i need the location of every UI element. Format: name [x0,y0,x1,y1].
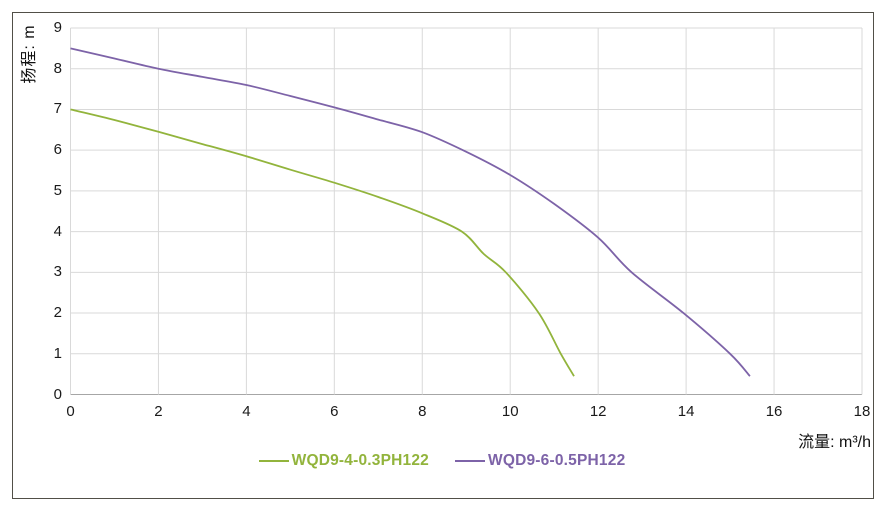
y-tick-label: 4 [53,222,62,240]
chart-frame [12,12,874,499]
series-line-2 [70,47,751,377]
x-tick-label: 18 [853,403,871,420]
y-tick-label: 6 [53,141,62,159]
x-tick-label: 12 [589,403,607,420]
x-tick-label: 8 [418,403,427,420]
y-tick-label: 7 [53,100,62,118]
x-tick-label: 4 [242,403,251,420]
x-tick-label: 16 [765,403,783,420]
y-tick-label: 9 [53,19,62,36]
y-tick-label: 3 [53,263,62,281]
legend: WQD9-4-0.3PH122 WQD9-6-0.5PH122 [0,452,884,470]
x-tick-label: 6 [330,403,339,420]
y-tick-label: 2 [53,304,62,322]
x-tick-label: 14 [677,403,695,420]
y-tick-label: 0 [53,385,62,403]
y-tick-label: 5 [53,181,62,199]
x-tick-label: 0 [66,403,75,420]
series-1-line-swatch [258,459,289,463]
y-tick-label: 8 [53,59,62,77]
series-line-1 [70,108,575,377]
legend-item-series-2: WQD9-6-0.5PH122 [455,452,625,470]
legend-item-series-1: WQD9-4-0.3PH122 [258,452,429,470]
x-tick-label: 2 [154,403,163,420]
legend-label-series-2: WQD9-6-0.5PH122 [488,452,626,469]
x-axis-title: 流量: m³/h [798,434,871,451]
x-tick-label: 10 [501,403,519,420]
series-2-line-swatch [455,459,485,463]
y-tick-label: 1 [53,344,62,362]
legend-label-series-1: WQD9-4-0.3PH122 [291,452,429,469]
